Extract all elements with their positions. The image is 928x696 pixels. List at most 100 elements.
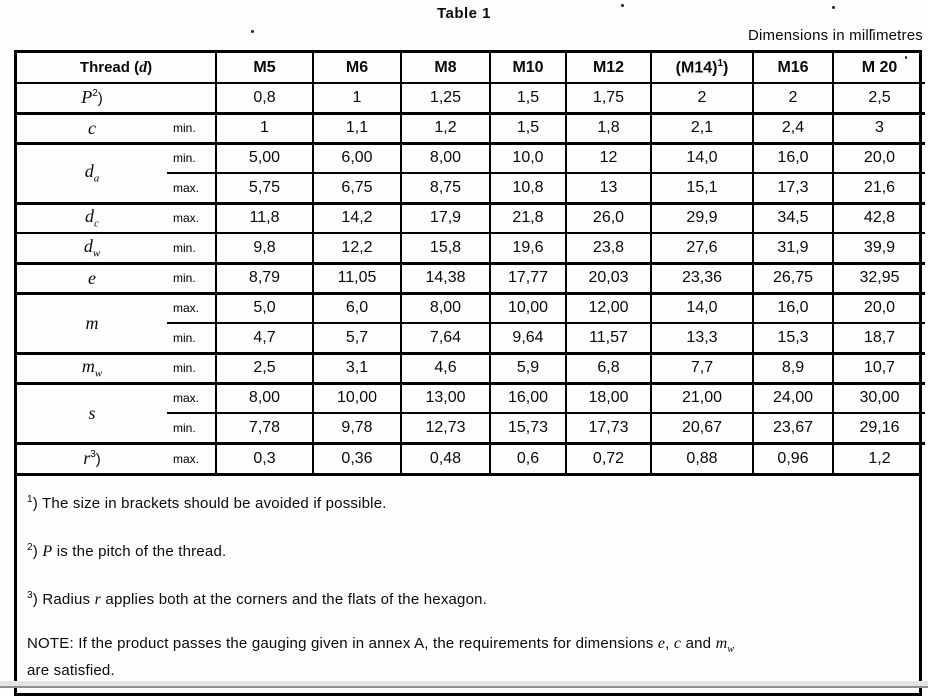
note-symbol-mw: mw [715,635,735,656]
value-cell: 11,8 [215,201,313,233]
value-cell: 6,75 [312,173,401,203]
value-cell: 7,64 [400,323,490,353]
row-dc: dc max. 11,8 14,2 17,9 21,8 26,0 29,9 34… [17,201,925,233]
value-cell: 14,38 [400,261,490,293]
row-e: e min. 8,79 11,05 14,38 17,77 20,03 23,3… [17,261,925,293]
header-row: Thread (d) M5 M6 M8 M10 M12 (M14)1) M16 … [17,53,925,83]
qualifier-label: min. [167,111,216,143]
value-cell: 23,67 [752,413,833,443]
value-cell: 10,00 [489,291,566,324]
column-header-m6: M6 [312,53,401,83]
value-cell: 8,9 [752,351,833,383]
value-cell: 7,78 [215,413,313,443]
value-cell: 8,00 [215,381,313,414]
thread-symbol: d [139,58,148,76]
value-cell: 0,6 [489,441,566,473]
qualifier-label: min. [167,351,216,383]
scan-speck [905,56,907,59]
row-dw: dw min. 9,8 12,2 15,8 19,6 23,8 27,6 31,… [17,232,925,263]
value-cell: 1 [215,111,313,143]
value-cell: 10,8 [489,173,566,203]
table-note: NOTE: If the product passes the gauging … [27,635,735,680]
row-symbol-m: m [17,291,167,354]
page-title: Table 1 [436,5,492,22]
row-symbol-dw: dw [17,232,167,263]
value-cell: 13 [565,173,651,203]
value-cell: 27,6 [650,232,753,263]
row-symbol-c: c [17,111,167,143]
value-cell: 6,0 [312,291,401,324]
value-cell: 1,1 [312,111,401,143]
qualifier-label: min. [167,261,216,293]
value-cell: 20,0 [832,141,925,174]
row-pitch: P2) 0,8 1 1,25 1,5 1,75 2 2 2,5 [17,82,925,113]
footnote-1: 1) The size in brackets should be avoide… [27,494,387,512]
dimension-unit-note: Dimensions in millimetres [747,27,923,44]
value-cell: 23,36 [650,261,753,293]
value-cell: 16,0 [752,291,833,324]
column-header-m12: M12 [565,53,651,83]
qualifier-label: min. [167,141,216,174]
value-cell: 9,78 [312,413,401,443]
qualifier-label: max. [173,180,200,195]
value-cell: 21,6 [832,173,925,203]
value-cell: 14,0 [650,291,753,324]
value-cell: 12 [565,141,651,174]
row-symbol-mw: mw [17,351,167,383]
value-cell: 9,8 [215,232,313,263]
row-m-max: m max. 5,0 6,0 8,00 10,00 12,00 14,0 16,… [17,291,925,354]
thread-header: Thread (d) [79,58,153,76]
value-cell: 13,00 [400,381,490,414]
value-cell: 0,96 [752,441,833,473]
value-cell: 3 [832,111,925,143]
value-cell: 24,00 [752,381,833,414]
value-cell: 12,00 [565,291,651,324]
value-cell: 5,00 [215,141,313,174]
qualifier-label: max. [167,291,216,324]
table-1-box: Thread (d) M5 M6 M8 M10 M12 (M14)1) M16 … [14,50,925,696]
value-cell: 20,67 [650,413,753,443]
value-cell: 15,73 [489,413,566,443]
value-cell: 14,0 [650,141,753,174]
value-cell: 4,7 [215,323,313,353]
value-cell: 0,3 [215,441,313,473]
value-cell: 2,5 [215,351,313,383]
value-cell: 18,7 [832,323,925,353]
value-cell: 20,03 [565,261,651,293]
value-cell: 2,1 [650,111,753,143]
value-cell: 29,16 [832,413,925,443]
value-cell: 0,48 [400,441,490,473]
value-cell: 14,2 [312,201,401,233]
value-cell: 18,00 [565,381,651,414]
row-da-min: da min. 5,00 6,00 8,00 10,0 12 14,0 16,0… [17,141,925,204]
value-cell: 15,8 [400,232,490,263]
value-cell: 26,75 [752,261,833,293]
value-cell: 15,3 [752,323,833,353]
value-cell: 26,0 [565,201,651,233]
value-cell: 8,79 [215,261,313,293]
column-header-m8: M8 [400,53,490,83]
value-cell: 42,8 [832,201,925,233]
row-mw: mw min. 2,5 3,1 4,6 5,9 6,8 7,7 8,9 10,7 [17,351,925,383]
value-cell: 17,9 [400,201,490,233]
value-cell: 17,3 [752,173,833,203]
scan-speck [871,29,873,31]
row-symbol-s: s [17,381,167,444]
value-cell: 8,00 [400,141,490,174]
row-s-max: s max. 8,00 10,00 13,00 16,00 18,00 21,0… [17,381,925,444]
footnote-2: 2) P is the pitch of the thread. [27,542,227,560]
value-cell: 39,9 [832,232,925,263]
column-header-m5: M5 [215,53,313,83]
footnotes-section: 1) The size in brackets should be avoide… [17,473,919,693]
qualifier-label: max. [167,201,216,233]
value-cell: 5,75 [215,173,313,203]
value-cell: 9,64 [489,323,566,353]
value-cell: 19,6 [489,232,566,263]
value-cell: 1,25 [400,82,490,113]
row-symbol-P: P2) [17,82,167,113]
value-cell: 2,4 [752,111,833,143]
qualifier-label: max. [167,441,216,473]
value-cell: 8,00 [400,291,490,324]
thread-dimensions-table: Thread (d) M5 M6 M8 M10 M12 (M14)1) M16 … [17,53,925,473]
